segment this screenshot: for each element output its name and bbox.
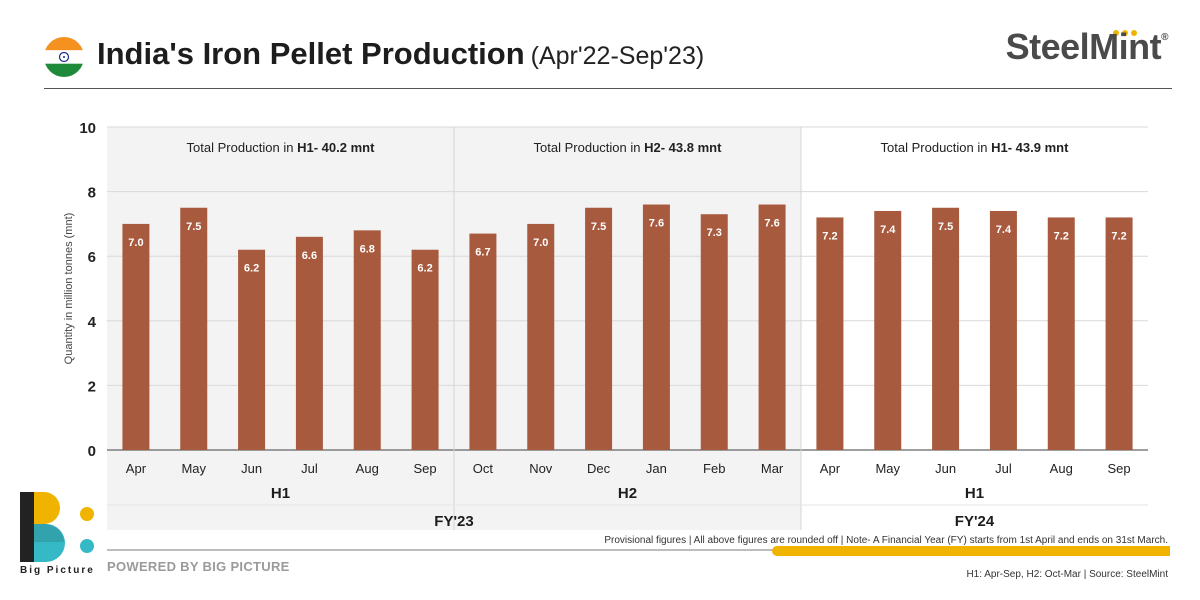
x-tick-label: Aug — [1050, 461, 1073, 476]
x-tick-label: Mar — [761, 461, 784, 476]
half-total-prefix: Total Production in — [881, 140, 992, 155]
x-tick-label: Jul — [301, 461, 318, 476]
big-picture-wordmark: Big Picture — [20, 565, 95, 576]
x-tick-label: Apr — [126, 461, 147, 476]
half-label: H1 — [965, 485, 984, 502]
footer-gold-rule — [772, 546, 1170, 556]
bar-value-label: 7.5 — [938, 221, 953, 233]
bar-value-label: 7.4 — [880, 224, 896, 236]
y-axis-label: Quantity in million tonnes (mnt) — [63, 213, 75, 365]
title-period: (Apr'22-Sep'23) — [530, 42, 705, 70]
x-tick-label: Oct — [473, 461, 494, 476]
bar — [1047, 217, 1075, 450]
half-total-prefix: Total Production in — [534, 140, 645, 155]
half-total-value: H2- 43.8 mnt — [644, 140, 722, 155]
half-label: H1 — [271, 485, 290, 502]
y-tick-label: 10 — [79, 120, 96, 137]
bar-value-label: 7.6 — [649, 218, 664, 230]
header-divider — [44, 88, 1172, 89]
half-total-value: H1- 40.2 mnt — [297, 140, 375, 155]
bar-value-label: 7.5 — [591, 221, 606, 233]
half-shade-bg — [107, 127, 454, 530]
bar-value-label: 6.2 — [417, 263, 432, 275]
y-tick-label: 2 — [88, 378, 96, 395]
bar — [527, 223, 555, 450]
bar — [469, 233, 497, 450]
bar — [238, 249, 266, 450]
x-tick-label: Apr — [820, 461, 841, 476]
x-tick-label: Jan — [646, 461, 667, 476]
bar-value-label: 7.3 — [707, 227, 722, 239]
y-tick-label: 0 — [88, 443, 96, 460]
bar-value-label: 6.7 — [475, 247, 490, 259]
bar — [180, 207, 208, 450]
x-tick-label: Nov — [529, 461, 553, 476]
source-note: H1: Apr-Sep, H2: Oct-Mar | Source: Steel… — [966, 569, 1168, 580]
bar — [585, 207, 613, 450]
y-tick-label: 6 — [88, 249, 96, 266]
half-total-note: Total Production in H1- 40.2 mnt — [187, 140, 376, 155]
x-tick-label: Jul — [995, 461, 1012, 476]
x-tick-label: Sep — [1108, 461, 1131, 476]
bar — [353, 230, 381, 450]
brand-name: SteelMint — [1005, 26, 1162, 67]
india-flag-icon — [44, 37, 84, 77]
x-tick-label: May — [181, 461, 206, 476]
bar — [411, 249, 439, 450]
bar-value-label: 7.5 — [186, 221, 201, 233]
bar-value-label: 7.6 — [764, 218, 779, 230]
bar — [874, 210, 902, 450]
y-tick-label: 8 — [88, 185, 96, 202]
bar-value-label: 7.0 — [533, 237, 548, 249]
footer-gray-rule — [107, 549, 779, 551]
half-total-value: H1- 43.9 mnt — [991, 140, 1069, 155]
bar-value-label: 6.8 — [360, 243, 375, 255]
x-tick-label: Aug — [356, 461, 379, 476]
bar-value-label: 7.4 — [996, 224, 1012, 236]
bar — [1105, 217, 1133, 450]
half-shade-bg — [454, 127, 801, 530]
bar — [700, 214, 728, 450]
x-tick-label: Jun — [935, 461, 956, 476]
half-total-note: Total Production in H2- 43.8 mnt — [534, 140, 723, 155]
x-tick-label: Jun — [241, 461, 262, 476]
half-total-note: Total Production in H1- 43.9 mnt — [881, 140, 1070, 155]
bar — [642, 204, 670, 450]
steelmint-logo: SteelMint® — [1005, 26, 1169, 68]
bar-value-label: 7.2 — [1054, 230, 1069, 242]
page-title: India's Iron Pellet Production (Apr'22-Se… — [97, 36, 704, 72]
x-tick-label: Sep — [414, 461, 437, 476]
fiscal-year-label: FY'23 — [434, 513, 473, 530]
bar-value-label: 6.2 — [244, 263, 259, 275]
bar-value-label: 7.0 — [128, 237, 143, 249]
bar-value-label: 7.2 — [822, 230, 837, 242]
title-text: India's Iron Pellet Production — [97, 36, 525, 71]
big-picture-logo-icon — [18, 490, 102, 570]
bar-value-label: 7.2 — [1111, 230, 1126, 242]
powered-by-text: POWERED BY BIG PICTURE — [107, 559, 290, 574]
bar — [932, 207, 960, 450]
footnote: Provisional figures | All above figures … — [604, 535, 1168, 546]
bar — [816, 217, 844, 450]
bar — [989, 210, 1017, 450]
x-tick-label: May — [875, 461, 900, 476]
bar-value-label: 6.6 — [302, 250, 317, 262]
half-total-prefix: Total Production in — [187, 140, 298, 155]
x-tick-label: Dec — [587, 461, 611, 476]
brand-registered-mark: ® — [1161, 32, 1168, 43]
x-tick-label: Feb — [703, 461, 725, 476]
half-label: H2 — [618, 485, 637, 502]
fiscal-year-label: FY'24 — [955, 513, 995, 530]
bar — [295, 236, 323, 450]
y-tick-label: 4 — [88, 314, 97, 331]
bar — [122, 223, 150, 450]
bar — [758, 204, 786, 450]
steelmint-logo-dots-icon — [1110, 24, 1140, 36]
